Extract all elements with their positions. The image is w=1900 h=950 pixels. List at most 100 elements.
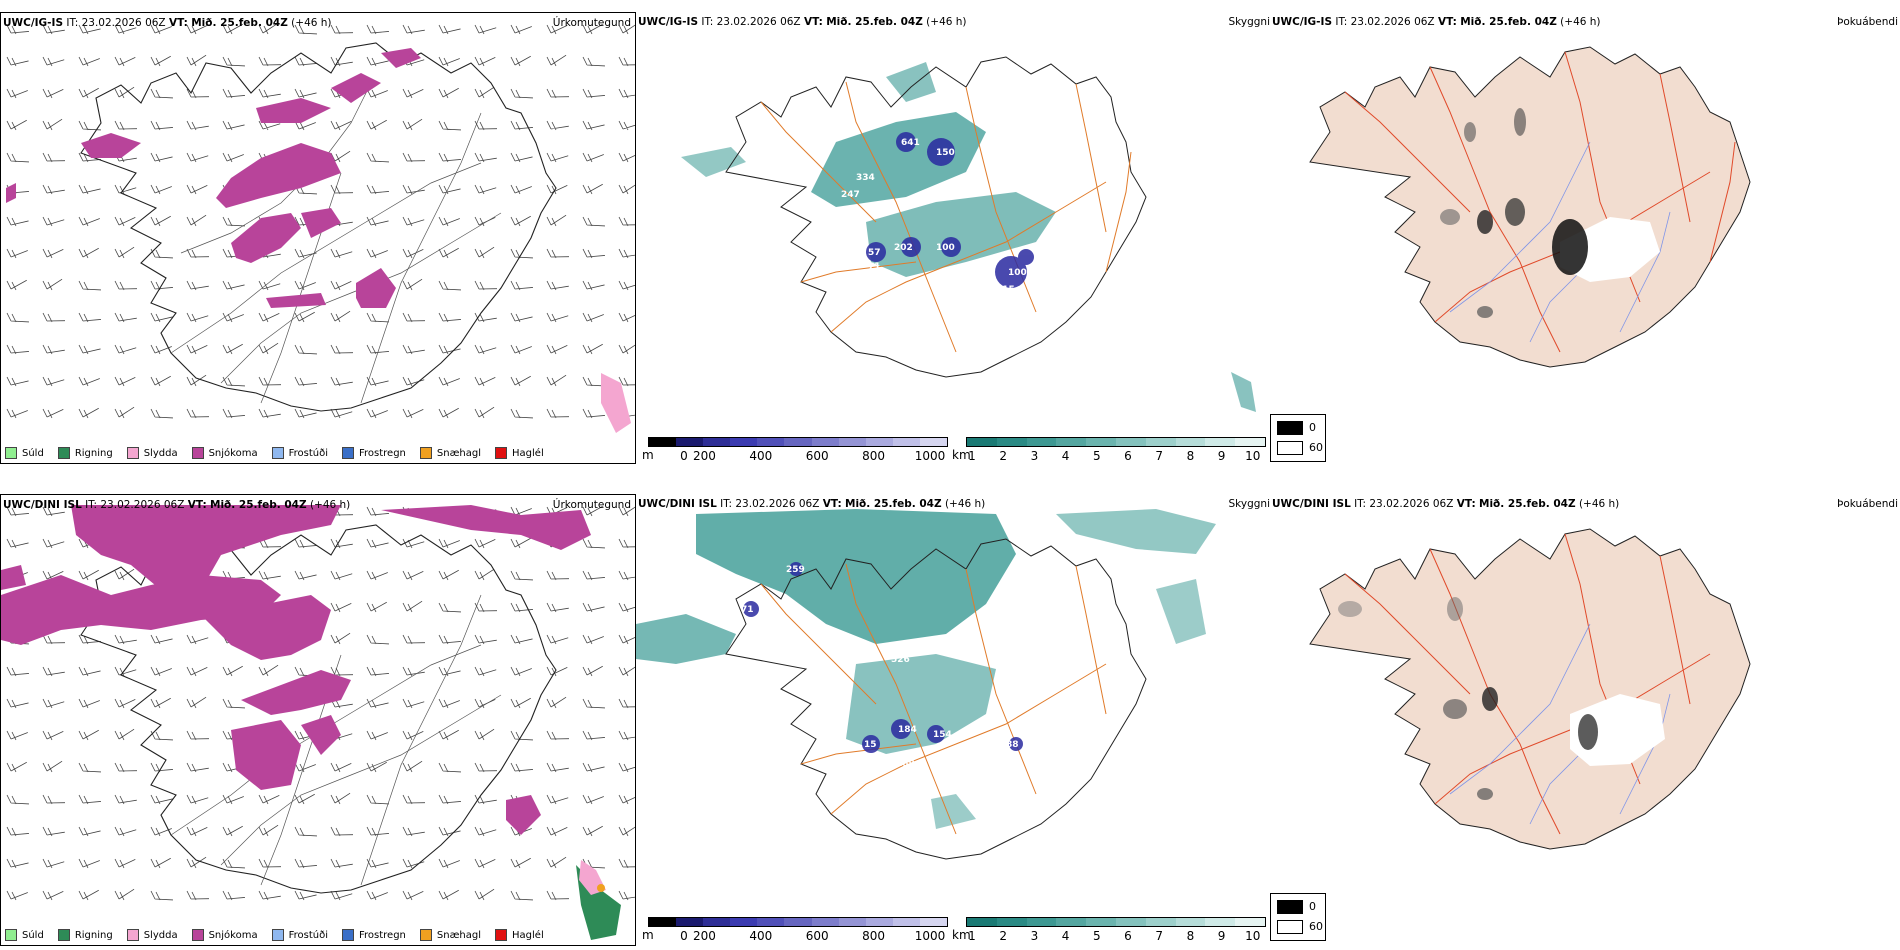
wind-barb xyxy=(186,312,209,323)
wind-barb xyxy=(510,184,532,195)
colorbar-unit: km xyxy=(952,448,971,462)
wind-barb xyxy=(510,890,533,901)
fog-legend-swatch xyxy=(1277,920,1303,934)
wind-barb xyxy=(186,280,209,291)
wind-barb xyxy=(186,856,207,869)
legend-item: Rigning xyxy=(57,929,113,941)
wind-barb xyxy=(114,376,136,387)
colorbar-unit: km xyxy=(952,928,971,942)
wind-barb xyxy=(582,634,604,645)
wind-barb xyxy=(330,376,353,387)
wind-barb xyxy=(402,24,425,35)
wind-barb xyxy=(6,376,29,387)
iceland-outline xyxy=(725,56,1147,378)
wind-barb xyxy=(618,376,635,387)
ceiling-value: 100 xyxy=(936,243,955,253)
wind-barb xyxy=(78,407,99,419)
colorbar-cell xyxy=(1115,918,1146,926)
wind-barb xyxy=(366,794,389,805)
wind-barb xyxy=(186,248,210,259)
coastal-pink xyxy=(601,373,631,433)
ceiling-value: 115 xyxy=(996,285,1015,295)
wind-barb xyxy=(510,88,533,99)
colorbar-tick: 7 xyxy=(1155,929,1164,943)
wind-barb xyxy=(258,890,281,901)
colorbar-cell xyxy=(996,438,1027,446)
wind-barb xyxy=(330,632,351,645)
colorbar-tick: 800 xyxy=(862,929,886,943)
wind-barb xyxy=(546,730,570,741)
legend-label: Frostregn xyxy=(359,447,406,459)
wind-barb xyxy=(438,247,459,259)
wind-barb xyxy=(186,152,209,163)
wind-barb xyxy=(114,888,135,901)
colorbar-cell xyxy=(757,438,785,446)
wind-barb xyxy=(366,88,388,99)
wind-barb xyxy=(402,376,425,387)
wind-barb xyxy=(582,248,605,259)
colorbar-tick: 0 xyxy=(680,449,688,463)
cloud-band xyxy=(696,509,1016,644)
wind-barb xyxy=(510,857,531,869)
wind-barb xyxy=(546,374,567,387)
wind-barb xyxy=(78,280,101,291)
wind-barb xyxy=(546,312,569,323)
wind-barb xyxy=(258,858,282,869)
wind-barb xyxy=(78,826,101,837)
wind-barb xyxy=(114,56,136,67)
wind-barb xyxy=(78,24,101,35)
wind-barb xyxy=(294,793,315,805)
wind-barb xyxy=(6,119,27,131)
wind-barb xyxy=(546,120,569,131)
wind-barb xyxy=(114,406,135,419)
wind-barb xyxy=(366,408,388,419)
wind-barb xyxy=(186,696,207,709)
legend-item: Súld xyxy=(5,447,44,459)
wind-barb xyxy=(438,56,460,67)
wind-barb xyxy=(42,666,65,677)
wind-barb xyxy=(114,24,137,35)
wind-barb xyxy=(114,312,137,323)
precip-title-row1: UWC/IG-IS IT: 23.02.2026 06Z VT: Mið. 25… xyxy=(3,17,332,29)
legend-item: Slydda xyxy=(126,929,178,941)
wind-barb xyxy=(330,408,353,419)
wind-barb xyxy=(546,696,567,709)
wind-barb xyxy=(618,730,635,741)
wind-barb xyxy=(438,344,461,355)
wind-barb xyxy=(114,762,138,773)
colorbar-cell xyxy=(1175,438,1206,446)
ceiling-value: 154 xyxy=(933,730,952,740)
legend-swatch xyxy=(191,447,204,459)
colorbar-cell xyxy=(757,918,785,926)
wind-barb xyxy=(258,88,281,99)
ceiling-value: 57 xyxy=(868,248,881,258)
wind-barb xyxy=(78,666,101,677)
colorbar-tick: 600 xyxy=(805,449,829,463)
wind-barb xyxy=(366,666,389,677)
wind-barb xyxy=(474,762,498,773)
wind-barb xyxy=(582,665,603,677)
wind-barb xyxy=(150,184,172,195)
cloud-band xyxy=(1231,372,1256,412)
snow-pellet-cell xyxy=(597,884,605,892)
colorbar-tick: 1 xyxy=(968,929,976,943)
wind-barb xyxy=(42,506,65,517)
colorbar-cell xyxy=(1026,438,1057,446)
wind-barb xyxy=(582,280,605,291)
wind-barb xyxy=(78,634,101,645)
visibility-colorbar: 1 2 3 4 5 6 7 8 9 10 km xyxy=(952,917,1266,943)
visibility-colorbar: 1 2 3 4 5 6 7 8 9 10 km xyxy=(952,437,1266,463)
colorbar-unit: m xyxy=(642,448,654,462)
ceiling-value: 100 xyxy=(1008,268,1027,278)
wind-barb xyxy=(114,246,135,259)
wind-barb xyxy=(618,120,635,131)
wind-barb xyxy=(186,344,208,355)
wind-barb xyxy=(366,119,387,131)
wind-barb xyxy=(402,278,423,291)
wind-barb xyxy=(6,794,29,805)
wind-barb xyxy=(474,794,497,805)
wind-barbs xyxy=(6,22,635,419)
colorbar-cell xyxy=(1056,918,1087,926)
wind-barb xyxy=(474,376,496,387)
wind-barb xyxy=(618,826,635,837)
